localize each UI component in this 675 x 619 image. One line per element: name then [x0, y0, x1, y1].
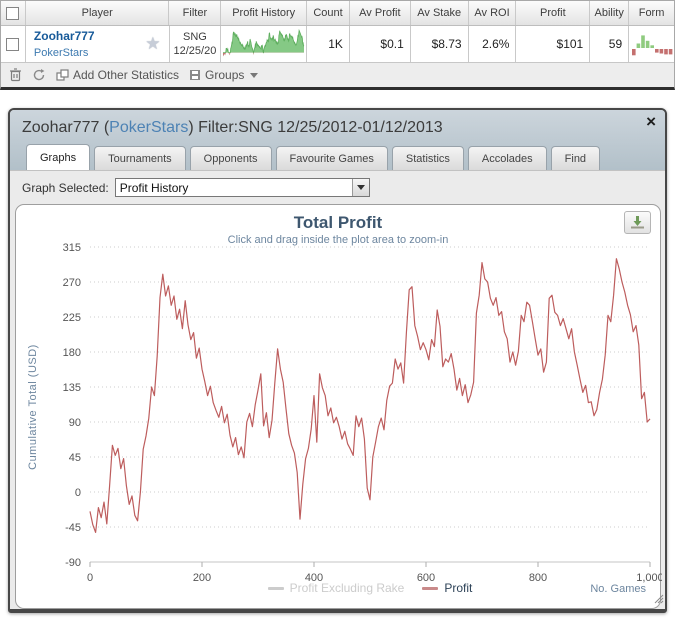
trash-icon[interactable] [9, 68, 22, 82]
svg-text:45: 45 [69, 452, 81, 464]
legend-swatch-gray [267, 586, 284, 590]
table-row: Zoohar777 PokerStars ★ SNG 12/25/20 1K $… [1, 26, 674, 63]
av-profit-cell: $0.1 [350, 26, 411, 62]
profit-history-sparkline [221, 26, 308, 62]
table-toolbar: Add Other Statistics Groups [1, 63, 674, 87]
profit-cell: $101 [516, 26, 591, 62]
svg-text:200: 200 [193, 572, 211, 584]
svg-text:135: 135 [63, 382, 81, 394]
col-filter[interactable]: Filter [169, 1, 222, 25]
legend-label: Profit [444, 581, 473, 595]
table-header-row: Player Filter Profit History Count Av Pr… [1, 1, 674, 26]
tab-favourite-games[interactable]: Favourite Games [275, 146, 388, 170]
graph-selected-label: Graph Selected: [22, 180, 109, 195]
window-content: Graph Selected: Profit History Total Pro… [10, 170, 665, 609]
legend-item-profit[interactable]: Profit [422, 581, 472, 595]
groups-icon [189, 69, 201, 81]
svg-text:400: 400 [305, 572, 323, 584]
chart-legend: Profit Excluding Rake Profit [90, 581, 650, 595]
svg-text:800: 800 [529, 572, 547, 584]
svg-text:270: 270 [63, 277, 81, 289]
player-stats-table: Player Filter Profit History Count Av Pr… [0, 0, 675, 90]
groups-button[interactable]: Groups [189, 68, 259, 82]
col-av-roi[interactable]: Av ROI [469, 1, 517, 25]
tab-bar: Graphs Tournaments Opponents Favourite G… [26, 144, 601, 170]
title-site-name: PokerStars [109, 119, 189, 136]
chart-subtitle: Click and drag inside the plot area to z… [227, 234, 449, 246]
graph-select-row: Graph Selected: Profit History [22, 178, 370, 197]
select-all-checkbox[interactable] [6, 6, 20, 20]
row-checkbox[interactable] [6, 37, 20, 51]
player-name[interactable]: Zoohar777 [33, 29, 95, 43]
add-other-statistics-label: Add Other Statistics [73, 68, 180, 82]
form-cell [629, 26, 674, 62]
svg-text:-90: -90 [65, 557, 81, 569]
header-checkbox-cell [1, 1, 26, 25]
legend-swatch-red [422, 586, 439, 590]
add-statistics-icon [56, 69, 69, 81]
title-filter-text: ) Filter:SNG 12/25/2012-01/12/2013 [188, 119, 443, 136]
groups-label: Groups [205, 68, 245, 82]
dropdown-button[interactable] [351, 179, 369, 196]
dropdown-arrow-icon [356, 185, 365, 190]
col-player[interactable]: Player [26, 1, 170, 25]
svg-text:-45: -45 [65, 522, 81, 534]
tab-tournaments[interactable]: Tournaments [94, 146, 186, 170]
svg-text:1,000: 1,000 [636, 572, 662, 584]
count-cell: 1K [307, 26, 350, 62]
col-av-profit[interactable]: Av Profit [350, 1, 411, 25]
col-form[interactable]: Form [638, 7, 665, 19]
tab-find[interactable]: Find [550, 146, 601, 170]
chart-title: Total Profit [293, 213, 383, 232]
legend-item-profit-excluding-rake[interactable]: Profit Excluding Rake [267, 581, 405, 595]
tab-accolades[interactable]: Accolades [467, 146, 547, 170]
profit-chart-card: Total Profit Click and drag inside the p… [15, 204, 662, 610]
svg-text:315: 315 [63, 242, 81, 254]
filter-cell: SNG 12/25/20 [170, 26, 222, 62]
col-profit[interactable]: Profit [516, 1, 591, 25]
col-ability[interactable]: Ability [590, 1, 630, 25]
close-button[interactable]: × [646, 112, 656, 131]
title-player-name: Zoohar777 ( [22, 119, 110, 136]
row-checkbox-cell [1, 26, 26, 62]
player-site[interactable]: PokerStars [33, 47, 89, 59]
tab-graphs[interactable]: Graphs [26, 144, 91, 170]
legend-label: Profit Excluding Rake [289, 581, 405, 595]
x-axis-title: No. Games [590, 583, 646, 595]
graph-selected-value: Profit History [119, 181, 189, 195]
player-cell: Zoohar777 PokerStars ★ [26, 26, 170, 62]
graph-selected-dropdown[interactable]: Profit History [114, 178, 370, 197]
col-profit-history[interactable]: Profit History [221, 1, 308, 25]
col-av-stake[interactable]: Av Stake [411, 1, 469, 25]
svg-text:90: 90 [69, 417, 81, 429]
resize-handle[interactable] [652, 591, 664, 609]
av-roi-cell: 2.6% [469, 26, 517, 62]
filter-date: 12/25/20 [173, 45, 217, 57]
groups-dropdown-arrow-icon [250, 72, 259, 78]
sparkline-chart [222, 28, 304, 57]
svg-text:225: 225 [63, 312, 81, 324]
ability-cell: 59 [590, 26, 630, 62]
filter-type: SNG [182, 31, 207, 43]
tab-statistics[interactable]: Statistics [391, 146, 464, 170]
export-button[interactable] [624, 211, 651, 234]
svg-text:180: 180 [63, 347, 81, 359]
refresh-icon[interactable] [32, 68, 46, 82]
window-header: Zoohar777 (PokerStars) Filter:SNG 12/25/… [10, 110, 665, 170]
player-detail-window: Zoohar777 (PokerStars) Filter:SNG 12/25/… [8, 108, 667, 613]
svg-text:600: 600 [417, 572, 435, 584]
profit-chart-plot-area[interactable]: 315 270 225 180 135 90 45 0 -45 -90 0 200 400 600 800 1… [16, 205, 662, 610]
add-other-statistics-button[interactable]: Add Other Statistics [56, 68, 179, 82]
window-title: Zoohar777 (PokerStars) Filter:SNG 12/25/… [22, 119, 443, 137]
form-bars-chart [632, 35, 673, 56]
av-stake-cell: $8.73 [411, 26, 469, 62]
svg-text:0: 0 [87, 572, 93, 584]
tab-opponents[interactable]: Opponents [189, 146, 272, 170]
favorite-star-icon[interactable]: ★ [145, 34, 161, 53]
download-icon [631, 216, 644, 229]
svg-text:0: 0 [75, 487, 81, 499]
col-count[interactable]: Count [307, 1, 350, 25]
